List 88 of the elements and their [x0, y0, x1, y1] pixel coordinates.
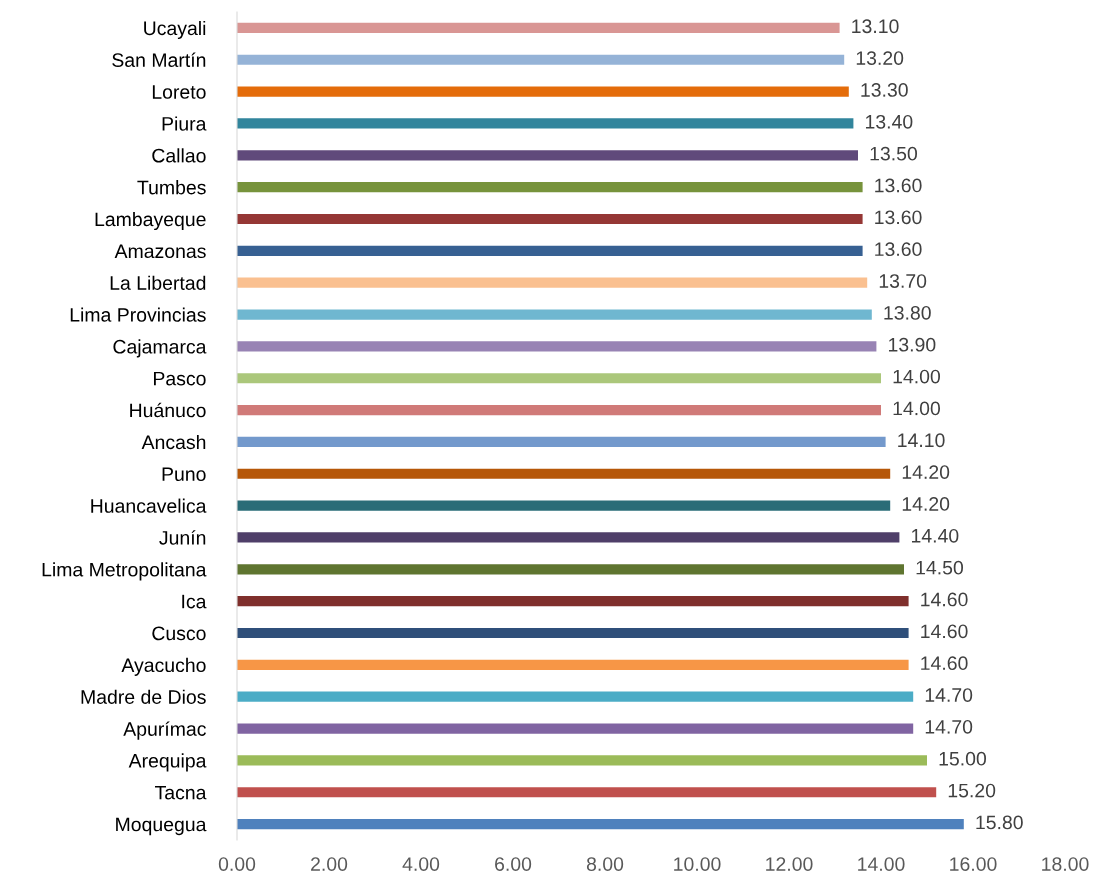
data-label: 13.60: [875, 242, 922, 257]
data-label: 14.60: [921, 656, 968, 671]
bar: [237, 818, 964, 830]
bar: [237, 86, 849, 97]
y-tick-label: Arequipa: [128, 753, 207, 772]
bar: [237, 213, 863, 225]
bar: [237, 723, 914, 734]
x-tick-label: 8.00: [586, 857, 624, 871]
y-tick-label: Pasco: [154, 371, 206, 386]
data-label: 14.20: [902, 465, 950, 479]
data-label: 13.40: [865, 114, 913, 129]
data-label: 13.90: [888, 337, 936, 352]
data-label: 14.60: [921, 624, 968, 639]
y-tick-label: Huancavelica: [91, 498, 207, 513]
bar: [237, 564, 904, 575]
y-tick-label: San Martín: [112, 52, 206, 68]
data-label: 13.60: [875, 178, 922, 193]
x-tick-label: 6.00: [495, 857, 532, 871]
x-tick-label: 18.00: [1042, 857, 1089, 871]
bar: [237, 787, 937, 798]
data-label: 14.10: [898, 433, 945, 448]
bar: [237, 691, 914, 702]
y-tick-label: Puno: [162, 467, 206, 482]
y-tick-label: Lambayeque: [95, 211, 206, 231]
bar: [237, 150, 858, 161]
y-tick-label: Cajamarca: [113, 339, 207, 358]
y-tick-label: Loreto: [152, 85, 206, 99]
y-tick-label: Ancash: [141, 434, 206, 450]
y-tick-label: Ayacucho: [121, 657, 206, 676]
data-label: 13.70: [879, 274, 927, 288]
bar: [237, 627, 909, 639]
x-tick-label: 10.00: [674, 857, 721, 871]
x-tick-label: 16.00: [950, 857, 997, 871]
y-tick-label: Apurímac: [123, 721, 206, 740]
y-tick-label: Callao: [152, 148, 206, 163]
y-tick-label: Ucayali: [144, 20, 206, 39]
bar: [237, 22, 840, 34]
data-label: 14.20: [902, 497, 950, 511]
data-label: 15.80: [976, 815, 1023, 830]
bar: [237, 755, 927, 766]
bar: [237, 245, 863, 256]
bar: [237, 436, 886, 448]
bar: [237, 341, 877, 352]
y-tick-label: Cusco: [152, 626, 206, 641]
data-label: 14.00: [893, 369, 941, 384]
x-tick-label: 14.00: [858, 857, 905, 871]
x-tick-label: 4.00: [402, 857, 440, 871]
y-tick-label: Lima Provincias: [70, 307, 206, 322]
bar: [237, 404, 881, 416]
y-tick-label: Tacna: [155, 785, 207, 800]
data-label: 14.60: [921, 592, 968, 607]
bar: [237, 596, 909, 607]
data-label: 13.20: [856, 51, 904, 65]
data-label: 13.60: [875, 210, 922, 225]
data-label: 14.40: [911, 528, 959, 543]
x-tick-label: 0.00: [218, 857, 256, 871]
bar: [237, 373, 881, 384]
bar: [237, 309, 872, 320]
y-tick-label: Huánuco: [130, 402, 206, 418]
y-tick-label: Lima Metropolitana: [42, 562, 207, 581]
data-label: 14.70: [925, 688, 973, 702]
data-label: 13.10: [852, 19, 899, 34]
y-tick-label: Junín: [159, 530, 206, 545]
y-tick-label: Tumbes: [137, 180, 206, 195]
bar: [237, 468, 891, 479]
bar: [237, 500, 891, 511]
y-tick-label: Moquegua: [116, 817, 207, 836]
y-tick-label: Piura: [162, 116, 207, 131]
x-tick-label: 12.00: [766, 857, 813, 871]
bar: [237, 54, 845, 65]
data-label: 13.80: [884, 305, 931, 320]
y-tick-label: Amazonas: [114, 244, 206, 259]
bar: [237, 118, 854, 129]
x-tick-label: 2.00: [311, 857, 348, 871]
bar: [237, 532, 900, 543]
data-label: 14.50: [916, 560, 964, 575]
y-tick-label: Madre de Dios: [81, 689, 206, 704]
bar: [237, 659, 909, 670]
data-label: 13.50: [870, 146, 918, 161]
bar: [237, 277, 868, 288]
data-label: 14.00: [893, 401, 941, 416]
data-label: 15.00: [939, 751, 987, 766]
data-label: 14.70: [925, 719, 973, 734]
bar: [237, 182, 863, 193]
data-label: 15.20: [948, 783, 996, 798]
data-label: 13.30: [861, 83, 908, 97]
y-tick-label: Ica: [182, 594, 207, 609]
y-tick-label: La Libertad: [110, 275, 206, 290]
